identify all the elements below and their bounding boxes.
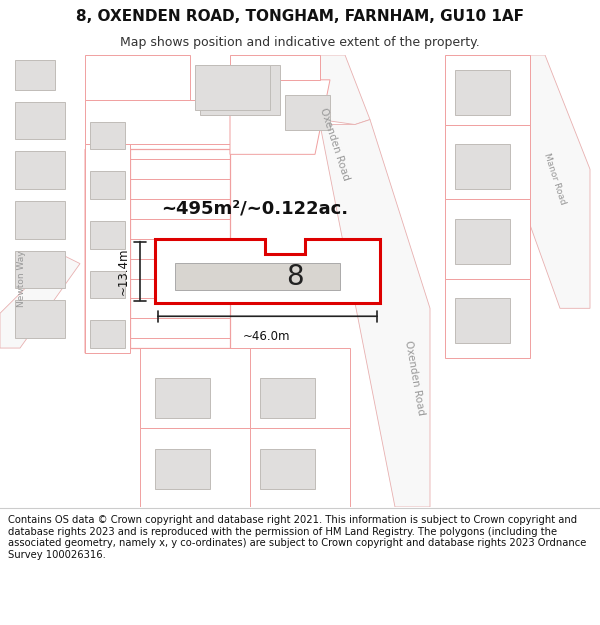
Polygon shape [445, 55, 530, 124]
Text: ~13.4m: ~13.4m [117, 248, 130, 296]
Polygon shape [130, 179, 230, 199]
Bar [175, 262, 340, 291]
Text: ~46.0m: ~46.0m [243, 330, 291, 343]
Polygon shape [230, 80, 330, 154]
Bar [455, 219, 510, 264]
Polygon shape [445, 124, 530, 199]
Bar [90, 320, 125, 348]
Bar [15, 151, 65, 189]
Bar [200, 65, 280, 114]
Bar [90, 271, 125, 298]
Bar [90, 121, 125, 149]
Bar [260, 449, 315, 489]
Polygon shape [320, 119, 430, 507]
Text: 8: 8 [286, 262, 304, 291]
Polygon shape [0, 254, 80, 348]
Polygon shape [130, 259, 230, 279]
Text: 8, OXENDEN ROAD, TONGHAM, FARNHAM, GU10 1AF: 8, OXENDEN ROAD, TONGHAM, FARNHAM, GU10 … [76, 9, 524, 24]
Polygon shape [130, 159, 230, 179]
Text: Oxenden Road: Oxenden Road [319, 107, 352, 182]
Polygon shape [140, 428, 250, 507]
Bar [195, 65, 270, 109]
Text: Oxenden Road: Oxenden Road [403, 339, 427, 416]
Text: Contains OS data © Crown copyright and database right 2021. This information is : Contains OS data © Crown copyright and d… [8, 515, 586, 560]
Polygon shape [130, 139, 230, 159]
Polygon shape [85, 100, 230, 144]
Text: Newton Way: Newton Way [17, 250, 26, 307]
Polygon shape [445, 199, 530, 279]
Polygon shape [130, 239, 230, 259]
Polygon shape [445, 279, 530, 358]
Polygon shape [85, 55, 190, 100]
Text: Manor Road: Manor Road [542, 152, 568, 206]
Polygon shape [250, 428, 350, 507]
Polygon shape [310, 55, 370, 124]
Bar [15, 201, 65, 239]
Bar [455, 70, 510, 114]
Polygon shape [230, 55, 320, 80]
Bar [15, 60, 55, 90]
Text: Map shows position and indicative extent of the property.: Map shows position and indicative extent… [120, 36, 480, 49]
Bar [155, 378, 210, 418]
Text: ~495m²/~0.122ac.: ~495m²/~0.122ac. [161, 200, 349, 218]
Bar [285, 95, 330, 129]
Bar [455, 298, 510, 343]
Bar [260, 378, 315, 418]
Polygon shape [130, 279, 230, 298]
Polygon shape [155, 239, 380, 303]
Bar [15, 251, 65, 289]
Polygon shape [500, 55, 590, 308]
Polygon shape [250, 348, 350, 428]
Bar [155, 449, 210, 489]
Polygon shape [130, 318, 230, 338]
Bar [455, 144, 510, 189]
Polygon shape [85, 144, 130, 353]
Polygon shape [130, 199, 230, 219]
Bar [15, 102, 65, 139]
Polygon shape [140, 348, 250, 428]
Bar [15, 301, 65, 338]
Polygon shape [130, 298, 230, 318]
Bar [90, 221, 125, 249]
Polygon shape [85, 144, 130, 353]
Bar [90, 171, 125, 199]
Polygon shape [130, 219, 230, 239]
